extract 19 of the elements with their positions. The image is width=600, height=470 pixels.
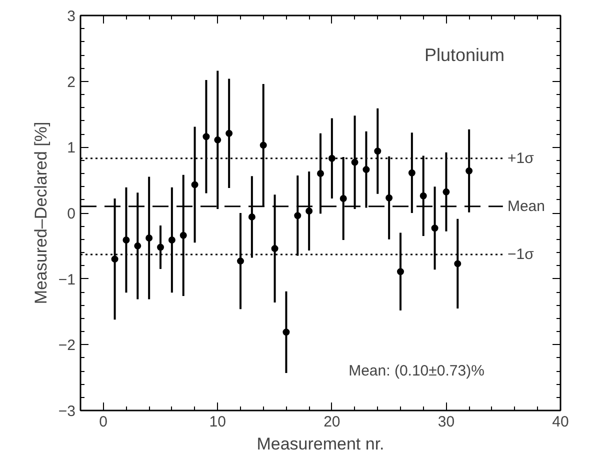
x-tick-label: 20 [324, 414, 340, 430]
y-tick-label: −3 [58, 403, 76, 420]
y-tick-label: 2 [67, 74, 76, 91]
y-tick-label: 1 [67, 140, 76, 157]
x-tick-label: 10 [209, 414, 226, 430]
y-tick-label: 0 [67, 206, 76, 222]
y-tick-label: −2 [58, 337, 76, 354]
ref-line-label: Mean [507, 198, 546, 215]
y-tick-label: 3 [67, 8, 76, 25]
x-tick-label: 0 [99, 414, 108, 430]
y-axis-title: Measured–Declared [%] [31, 122, 50, 304]
ref-line-label: −1σ [507, 246, 535, 263]
annotation: Mean: (0.10±0.73)% [348, 362, 484, 380]
x-tick-label: 30 [438, 414, 455, 430]
ref-line-label: +1σ [507, 150, 535, 167]
x-axis-title: Measurement nr. [256, 434, 384, 454]
annotation: Plutonium [424, 45, 505, 65]
y-tick-label: −1 [58, 271, 76, 288]
x-tick-label: 40 [552, 414, 569, 430]
